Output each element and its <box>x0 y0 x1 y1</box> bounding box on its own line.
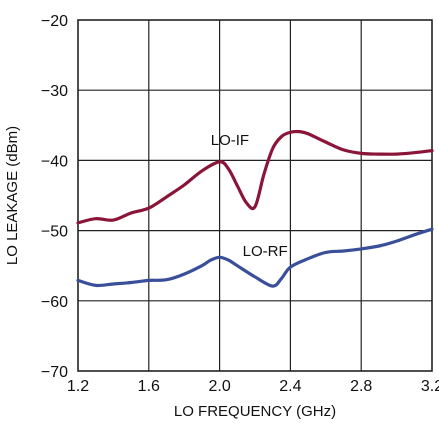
x-tick-label: 2.0 <box>208 378 230 395</box>
grid <box>78 20 432 371</box>
y-tick-label: −70 <box>41 364 68 381</box>
y-axis-title: LO LEAKAGE (dBm) <box>4 126 21 265</box>
series-annotation-label: LO-IF <box>211 132 249 149</box>
x-tick-label: 1.2 <box>67 378 89 395</box>
x-tick-labels: 1.2 1.6 2.0 2.4 2.8 3.2 <box>67 378 439 395</box>
y-tick-label: −30 <box>41 83 68 100</box>
series-line-lo-rf <box>76 227 434 288</box>
y-tick-label: −20 <box>41 13 68 30</box>
y-tick-labels: −20 −30 −40 −50 −60 −70 <box>41 13 68 381</box>
x-tick-label: 2.4 <box>279 378 301 395</box>
x-axis-title: LO FREQUENCY (GHz) <box>174 403 336 420</box>
y-tick-label: −60 <box>41 294 68 311</box>
plot-frame <box>77 19 433 372</box>
x-tick-label: 2.8 <box>350 378 372 395</box>
series-layer <box>76 129 434 288</box>
plot-border <box>77 19 433 372</box>
series-annotations: LO-IF LO-RF <box>211 132 288 260</box>
y-tick-label: −40 <box>41 153 68 170</box>
x-tick-label: 3.2 <box>421 378 439 395</box>
y-tick-label: −50 <box>41 224 68 241</box>
x-tick-label: 1.6 <box>138 378 160 395</box>
series-annotation-label: LO-RF <box>243 243 288 260</box>
series-line-lo-if <box>76 129 434 225</box>
